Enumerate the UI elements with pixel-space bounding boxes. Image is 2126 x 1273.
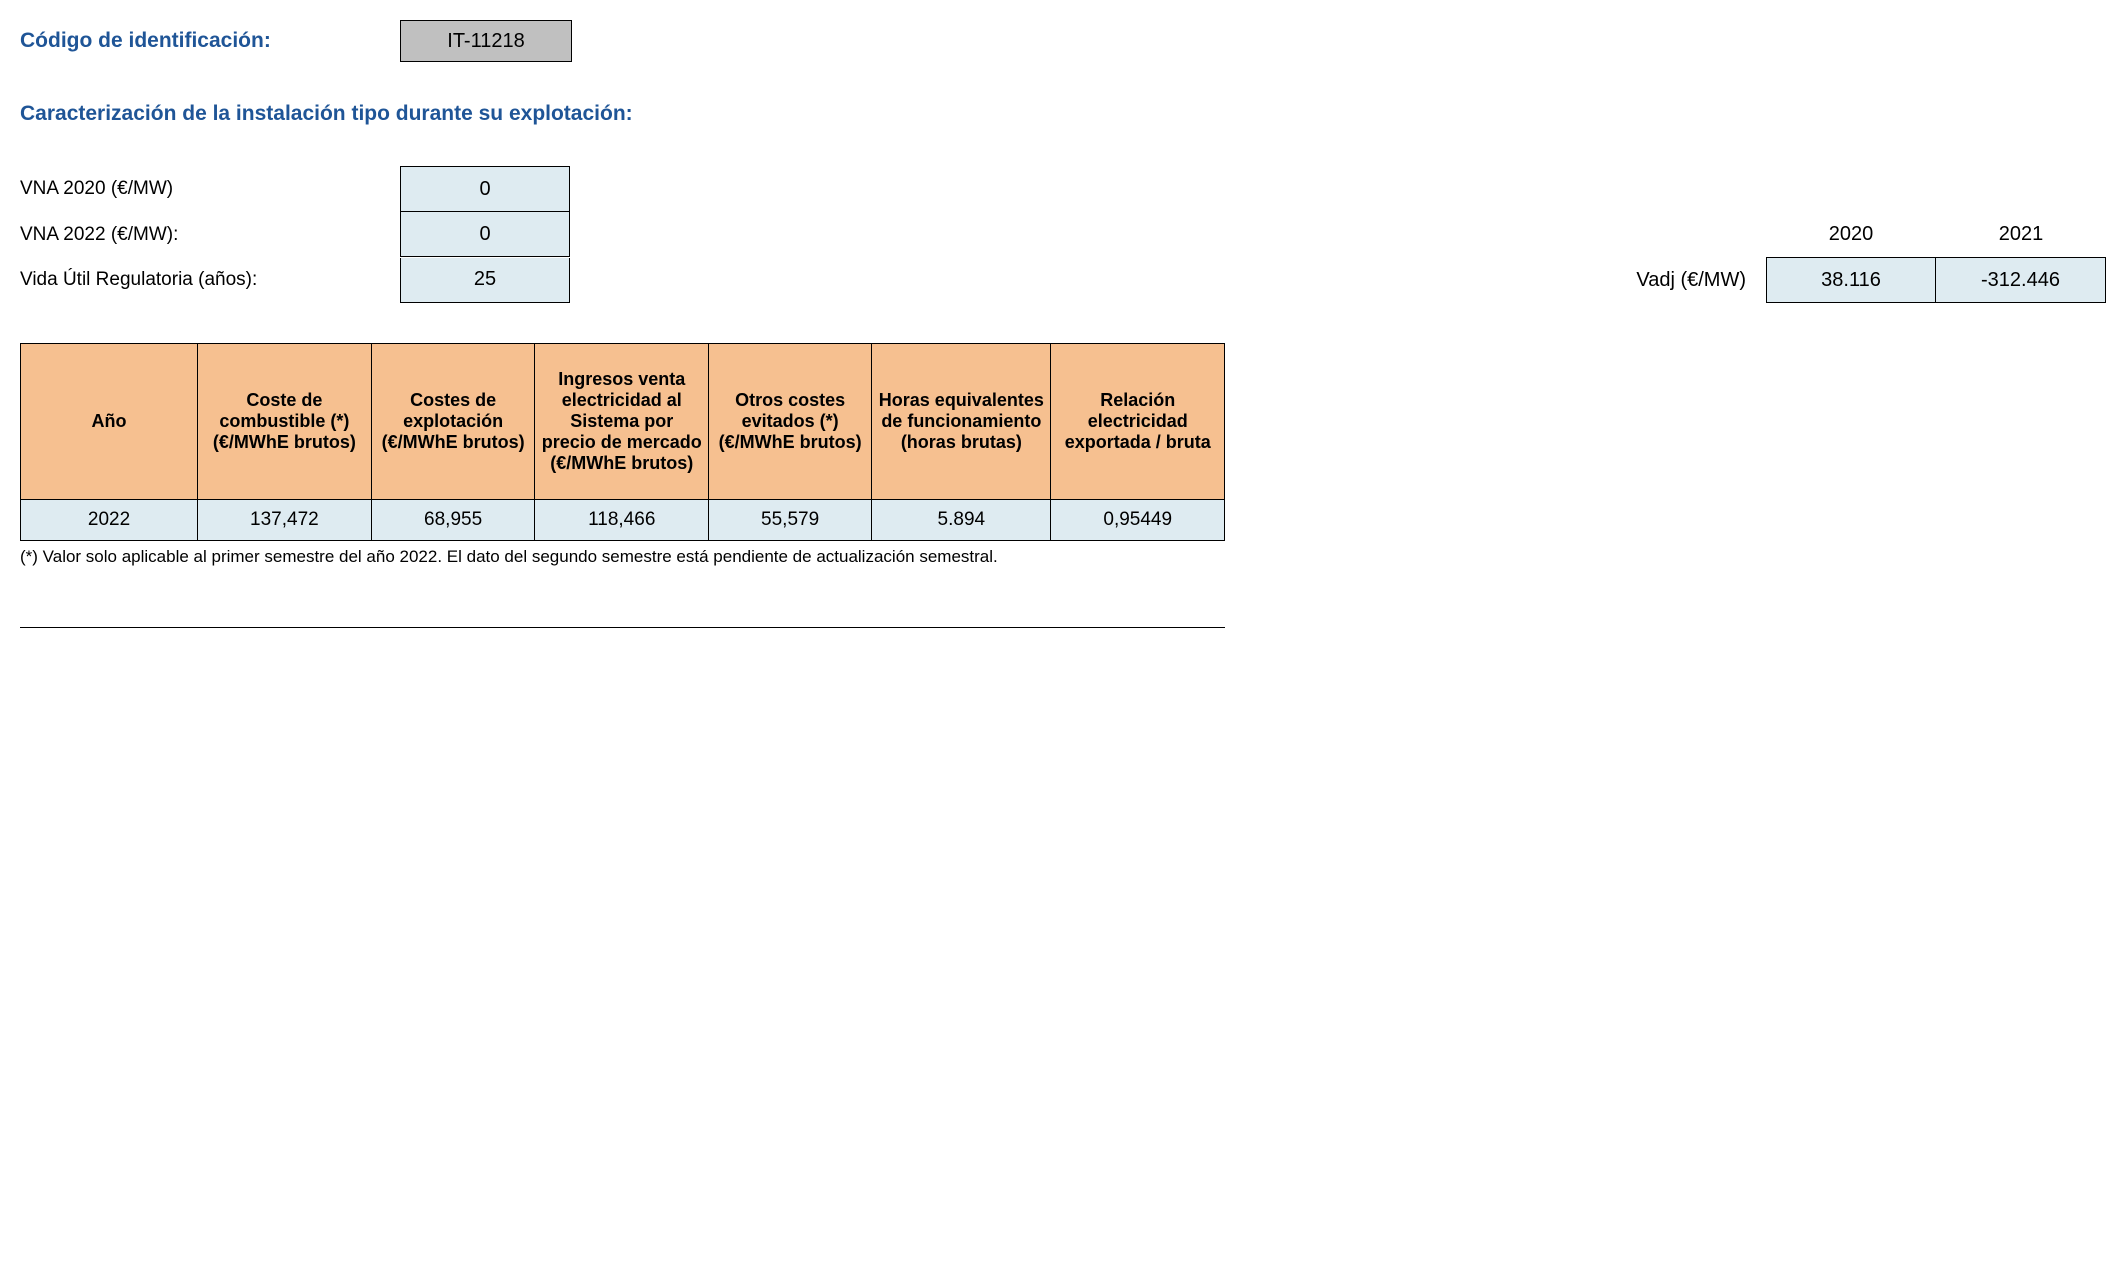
params-grid: VNA 2020 (€/MW) 0 VNA 2022 (€/MW): 0 202… [20, 166, 2106, 303]
footnote: (*) Valor solo aplicable al primer semes… [20, 547, 2106, 567]
section-title: Caracterización de la instalación tipo d… [20, 102, 2106, 126]
vida-value: 25 [400, 258, 570, 303]
cell-op-cost: 68,955 [371, 500, 535, 541]
vna2022-value: 0 [400, 212, 570, 257]
cell-year: 2022 [21, 500, 198, 541]
vida-label: Vida Útil Regulatoria (años): [20, 258, 400, 302]
vadj-2021-value: -312.446 [1936, 257, 2106, 303]
vna2020-value: 0 [400, 166, 570, 212]
th-avoided: Otros costes evitados (*) (€/MWhE brutos… [709, 344, 872, 500]
th-op-cost: Costes de explotación (€/MWhE brutos) [371, 344, 535, 500]
th-fuel-cost: Coste de combustible (*) (€/MWhE brutos) [198, 344, 372, 500]
cell-hours: 5.894 [872, 500, 1051, 541]
th-hours: Horas equivalentes de funcionamiento (ho… [872, 344, 1051, 500]
vna2022-label: VNA 2022 (€/MW): [20, 213, 400, 257]
th-year: Año [21, 344, 198, 500]
vadj-2020-value: 38.116 [1766, 257, 1936, 303]
th-ratio: Relación electricidad exportada / bruta [1051, 344, 1225, 500]
cell-avoided: 55,579 [709, 500, 872, 541]
divider [20, 627, 1225, 628]
table-header-row: Año Coste de combustible (*) (€/MWhE bru… [21, 344, 1225, 500]
cell-fuel-cost: 137,472 [198, 500, 372, 541]
table-row: 2022 137,472 68,955 118,466 55,579 5.894… [21, 500, 1225, 541]
year-2020-header: 2020 [1766, 213, 1936, 257]
th-income: Ingresos venta electricidad al Sistema p… [535, 344, 709, 500]
main-data-table: Año Coste de combustible (*) (€/MWhE bru… [20, 343, 1225, 541]
cell-ratio: 0,95449 [1051, 500, 1225, 541]
id-value-box: IT-11218 [400, 20, 572, 62]
cell-income: 118,466 [535, 500, 709, 541]
year-2021-header: 2021 [1936, 213, 2106, 257]
vna2020-label: VNA 2020 (€/MW) [20, 167, 400, 211]
vadj-label: Vadj (€/MW) [1636, 258, 1766, 302]
id-label: Código de identificación: [20, 29, 400, 53]
